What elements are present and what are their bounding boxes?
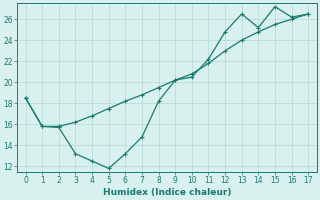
X-axis label: Humidex (Indice chaleur): Humidex (Indice chaleur) (103, 188, 231, 197)
